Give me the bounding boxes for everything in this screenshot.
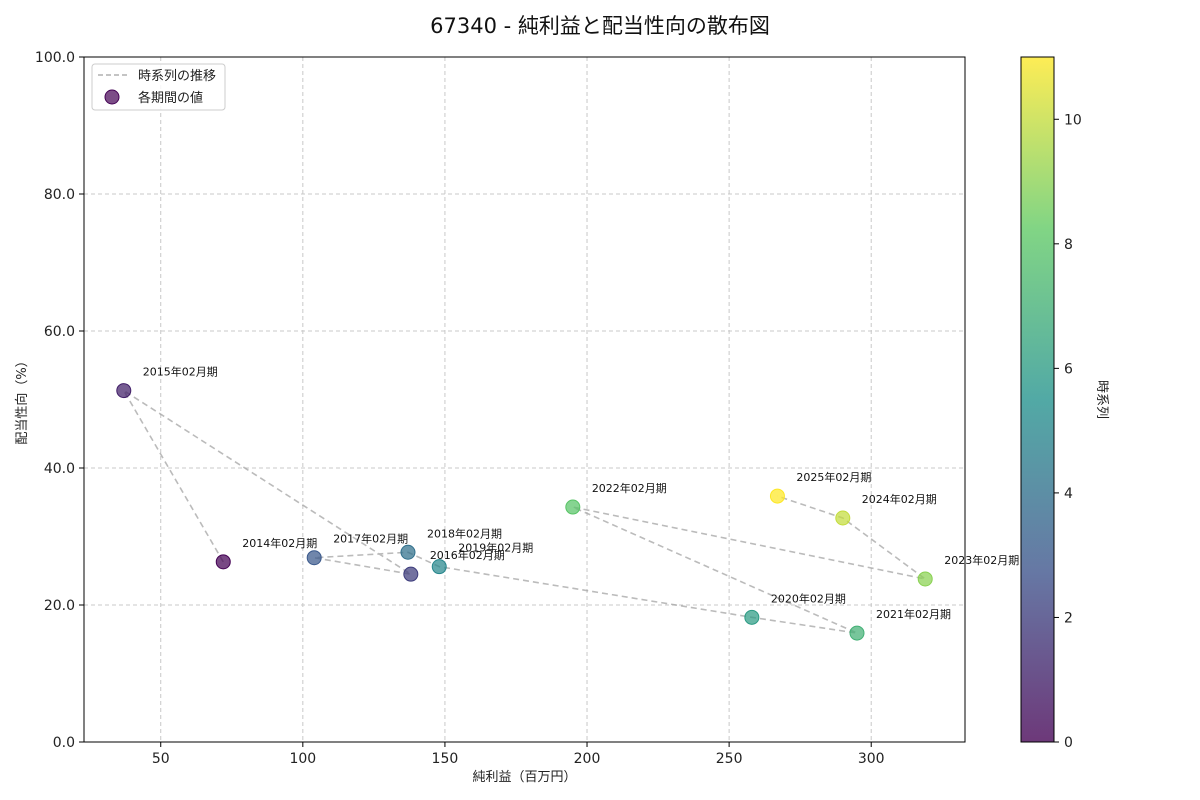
data-point (917, 571, 933, 587)
legend: 時系列の推移 各期間の値 (91, 63, 226, 111)
x-axis-ticks: 50 100 150 200 250 300 (152, 742, 885, 767)
data-point (306, 550, 322, 566)
data-point-label: 2016年02月期 (430, 548, 505, 562)
data-point (431, 559, 447, 575)
x-tick-label: 50 (152, 751, 170, 767)
data-point-label: 2024年02月期 (862, 492, 937, 506)
x-tick-label: 150 (432, 751, 459, 767)
legend-point-swatch (104, 89, 120, 105)
data-point (849, 625, 865, 641)
data-point (403, 566, 419, 582)
x-tick-label: 100 (289, 751, 316, 767)
colorbar-tick-label: 6 (1064, 361, 1073, 377)
y-tick-label: 80.0 (44, 187, 75, 203)
colorbar-tick-label: 8 (1064, 237, 1073, 253)
data-points-group (116, 383, 933, 641)
plot-frame (83, 56, 966, 743)
data-point-label: 2019年02月期 (458, 541, 533, 555)
data-point (400, 544, 416, 560)
legend-line-label: 時系列の推移 (138, 69, 216, 84)
colorbar-tick-label: 4 (1064, 486, 1073, 502)
y-tick-label: 0.0 (53, 735, 75, 751)
colorbar-title: 時系列 (1094, 380, 1109, 419)
colorbar-frame (1020, 56, 1055, 743)
grid-lines (84, 56, 965, 743)
data-point (769, 488, 785, 504)
legend-point-label: 各期間の値 (138, 90, 203, 106)
data-point (565, 499, 581, 515)
data-point (835, 510, 851, 526)
data-point-label: 2020年02月期 (771, 591, 846, 605)
colorbar-tick-label: 10 (1064, 112, 1082, 128)
data-point-label: 2018年02月期 (427, 526, 502, 540)
y-tick-label: 40.0 (44, 461, 75, 477)
y-axis-ticks: 0.0 20.0 40.0 60.0 80.0 100.0 (35, 50, 84, 751)
data-point-label: 2025年02月期 (796, 470, 871, 484)
colorbar: 0 2 4 6 8 10 時系列 (1020, 56, 1109, 751)
trajectory-line (123, 389, 926, 634)
x-axis-title: 純利益（百万円） (472, 770, 576, 785)
data-point-label: 2023年02月期 (944, 553, 1019, 567)
y-tick-label: 100.0 (35, 50, 75, 66)
colorbar-gradient (1021, 57, 1054, 742)
data-point (116, 383, 132, 399)
data-point (744, 609, 760, 625)
point-labels-group: 2014年02月期 2015年02月期 2016年02月期 2017年02月期 2018… (143, 365, 1019, 621)
colorbar-ticks: 0 2 4 6 8 10 (1054, 112, 1082, 751)
y-tick-label: 20.0 (44, 598, 75, 614)
data-point-label: 2015年02月期 (143, 365, 218, 379)
y-axis-title: 配当性向（%） (14, 354, 30, 444)
data-point-label: 2017年02月期 (333, 532, 408, 546)
x-tick-label: 250 (716, 751, 743, 767)
series-line-group (123, 389, 926, 634)
y-tick-label: 60.0 (44, 324, 75, 340)
data-point-label: 2014年02月期 (242, 536, 317, 550)
x-tick-label: 300 (858, 751, 885, 767)
x-tick-label: 200 (574, 751, 601, 767)
data-point-label: 2022年02月期 (592, 481, 667, 495)
colorbar-tick-label: 2 (1064, 610, 1073, 626)
data-point (215, 554, 231, 570)
colorbar-tick-label: 0 (1064, 735, 1073, 751)
chart-title: 67340 - 純利益と配当性向の散布図 (430, 14, 770, 38)
data-point-label: 2021年02月期 (876, 607, 951, 621)
